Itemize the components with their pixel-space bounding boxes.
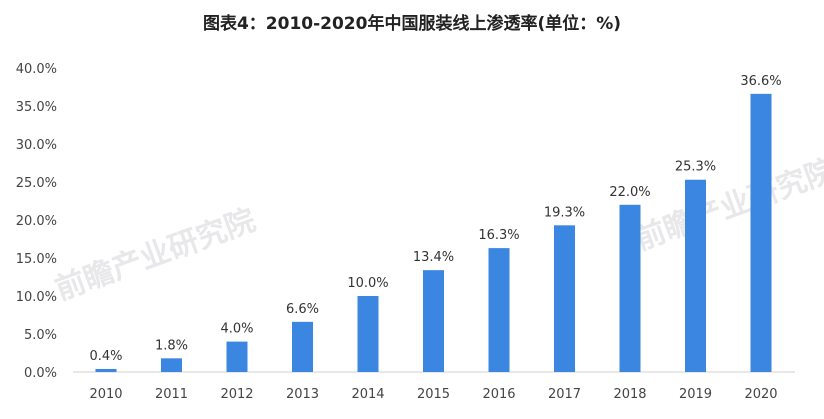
data-label: 36.6% — [740, 74, 781, 89]
x-tick-label: 2018 — [613, 387, 646, 402]
x-tick-label: 2012 — [220, 387, 253, 402]
data-label: 22.0% — [609, 185, 650, 200]
y-tick-label: 10.0% — [16, 290, 57, 305]
data-label: 0.4% — [89, 349, 122, 364]
y-tick-label: 30.0% — [16, 138, 57, 153]
data-label: 13.4% — [413, 250, 454, 265]
bar-2020 — [750, 93, 772, 372]
bar-2014 — [357, 296, 379, 372]
watermark: 前瞻产业研究院 — [631, 153, 824, 258]
bar-2016 — [488, 248, 510, 372]
data-label: 1.8% — [155, 338, 188, 353]
bar-2011 — [161, 358, 182, 372]
data-label: 4.0% — [220, 322, 253, 337]
x-tick-label: 2011 — [155, 387, 188, 402]
y-tick-label: 25.0% — [16, 176, 57, 191]
data-label: 16.3% — [478, 228, 519, 243]
watermark: 前瞻产业研究院 — [51, 203, 260, 308]
x-tick-label: 2017 — [548, 387, 581, 402]
y-tick-label: 5.0% — [24, 328, 57, 343]
x-tick-label: 2019 — [679, 387, 712, 402]
x-tick-label: 2015 — [417, 387, 450, 402]
bar-2013 — [292, 321, 313, 372]
x-tick-label: 2010 — [89, 387, 122, 402]
bar-2019 — [685, 179, 706, 372]
data-label: 10.0% — [347, 276, 388, 291]
bar-2010 — [95, 368, 117, 372]
x-tick-label: 2016 — [482, 387, 515, 402]
data-label: 19.3% — [544, 205, 585, 220]
y-tick-label: 0.0% — [24, 366, 57, 381]
y-tick-label: 15.0% — [16, 252, 57, 267]
data-label: 6.6% — [286, 302, 319, 317]
data-label: 25.3% — [675, 160, 716, 175]
y-tick-label: 40.0% — [16, 62, 57, 77]
chart-title: 图表4：2010-2020年中国服装线上渗透率(单位：%) — [202, 14, 622, 34]
x-tick-label: 2014 — [351, 387, 384, 402]
x-tick-label: 2020 — [744, 387, 777, 402]
bar-2018 — [619, 204, 641, 372]
bar-2017 — [554, 225, 575, 372]
y-tick-label: 20.0% — [16, 214, 57, 229]
bar-2012 — [226, 341, 248, 372]
y-tick-label: 35.0% — [16, 100, 57, 115]
bar-2015 — [423, 270, 444, 372]
x-tick-label: 2013 — [286, 387, 319, 402]
